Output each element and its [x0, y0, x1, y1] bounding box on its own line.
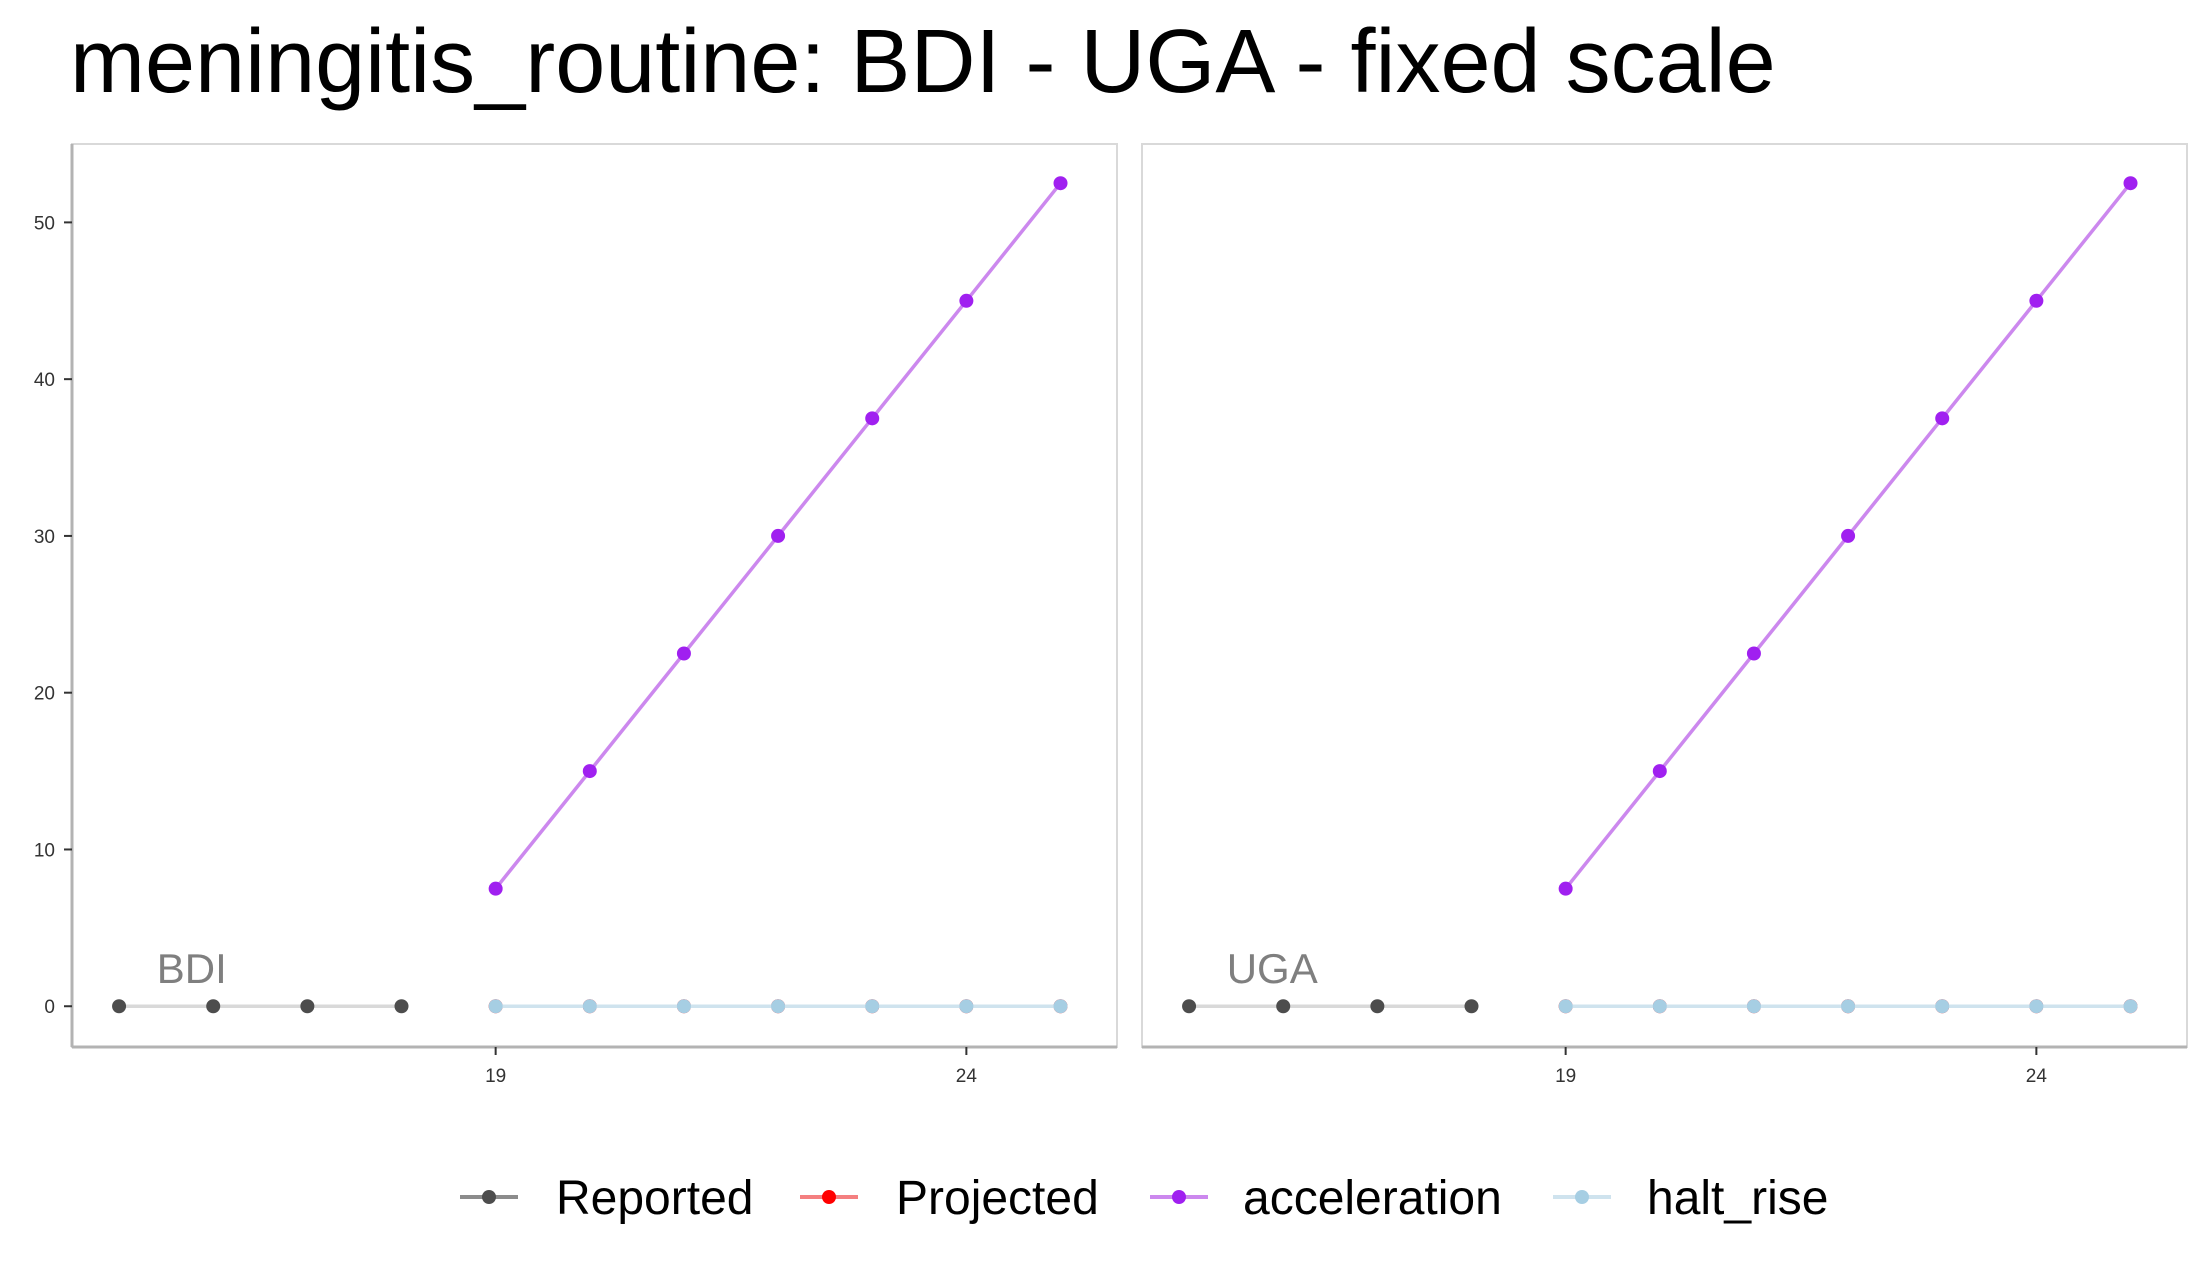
- data-point-reported: [300, 999, 315, 1014]
- data-point-halt-rise: [771, 999, 786, 1014]
- x-tick-label: 24: [2026, 1066, 2048, 1087]
- data-point-reported: [112, 999, 127, 1014]
- legend-item-reported: Reported: [460, 1172, 753, 1225]
- data-point-reported: [206, 999, 221, 1014]
- panel-uga: 19 24 UGA: [1141, 143, 2188, 1087]
- legend-marker: [1575, 1190, 1589, 1204]
- x-tick-label: 19: [485, 1066, 506, 1087]
- data-point-acceleration: [1841, 528, 1856, 543]
- data-point-acceleration: [1053, 176, 1068, 191]
- data-point-halt-rise: [1746, 999, 1761, 1014]
- data-point-halt-rise: [488, 999, 503, 1014]
- data-point-acceleration: [488, 881, 503, 896]
- legend-item-halt-rise: halt_rise: [1553, 1172, 1828, 1225]
- legend-marker: [1172, 1190, 1186, 1204]
- y-tick-label: 0: [44, 997, 55, 1018]
- legend-label: Projected: [896, 1172, 1099, 1225]
- data-point-acceleration: [1746, 646, 1761, 661]
- x-tick-label: 24: [956, 1066, 978, 1087]
- data-point-acceleration: [865, 411, 880, 426]
- data-point-halt-rise: [959, 999, 974, 1014]
- data-point-halt-rise: [2029, 999, 2044, 1014]
- panel-border: [71, 143, 1118, 1048]
- legend-label: acceleration: [1243, 1172, 1502, 1225]
- legend-item-projected: Projected: [800, 1172, 1099, 1225]
- legend-marker: [822, 1190, 836, 1204]
- data-point-acceleration: [582, 764, 597, 779]
- legend: Reported Projected acceleration halt_rise: [460, 1172, 1828, 1225]
- data-point-halt-rise: [1558, 999, 1573, 1014]
- chart-title: meningitis_routine: BDI - UGA - fixed sc…: [70, 12, 1776, 112]
- data-point-halt-rise: [676, 999, 691, 1014]
- panel-bdi: 0 10 20 30 40 50 19 24 BDI: [34, 143, 1118, 1087]
- data-point-acceleration: [1935, 411, 1950, 426]
- legend-label: halt_rise: [1647, 1172, 1828, 1225]
- y-tick-label: 10: [34, 840, 55, 861]
- data-point-halt-rise: [2123, 999, 2138, 1014]
- data-point-halt-rise: [582, 999, 597, 1014]
- data-point-acceleration: [959, 293, 974, 308]
- data-point-reported: [1182, 999, 1197, 1014]
- panel-border: [1141, 143, 2188, 1048]
- y-tick-label: 20: [34, 684, 55, 705]
- legend-label: Reported: [556, 1172, 753, 1225]
- data-point-acceleration: [771, 528, 786, 543]
- data-point-halt-rise: [1652, 999, 1667, 1014]
- y-tick-label: 40: [34, 370, 55, 391]
- legend-marker: [482, 1190, 496, 1204]
- panels-layer: 0 10 20 30 40 50 19 24 BDI 19 24 UGA: [34, 143, 2188, 1087]
- panel-label-uga: UGA: [1227, 945, 1318, 992]
- data-point-acceleration: [1652, 764, 1667, 779]
- y-tick-label: 30: [34, 527, 55, 548]
- data-point-reported: [394, 999, 409, 1014]
- data-point-acceleration: [2123, 176, 2138, 191]
- data-point-halt-rise: [1935, 999, 1950, 1014]
- data-point-reported: [1464, 999, 1479, 1014]
- panel-label-bdi: BDI: [157, 945, 227, 992]
- data-point-acceleration: [1558, 881, 1573, 896]
- y-tick-label: 50: [34, 213, 55, 234]
- data-point-reported: [1276, 999, 1291, 1014]
- legend-item-acceleration: acceleration: [1150, 1172, 1502, 1225]
- data-point-reported: [1370, 999, 1385, 1014]
- data-point-halt-rise: [1053, 999, 1068, 1014]
- data-point-acceleration: [676, 646, 691, 661]
- data-point-halt-rise: [865, 999, 880, 1014]
- x-tick-label: 19: [1555, 1066, 1576, 1087]
- data-point-acceleration: [2029, 293, 2044, 308]
- data-point-halt-rise: [1841, 999, 1856, 1014]
